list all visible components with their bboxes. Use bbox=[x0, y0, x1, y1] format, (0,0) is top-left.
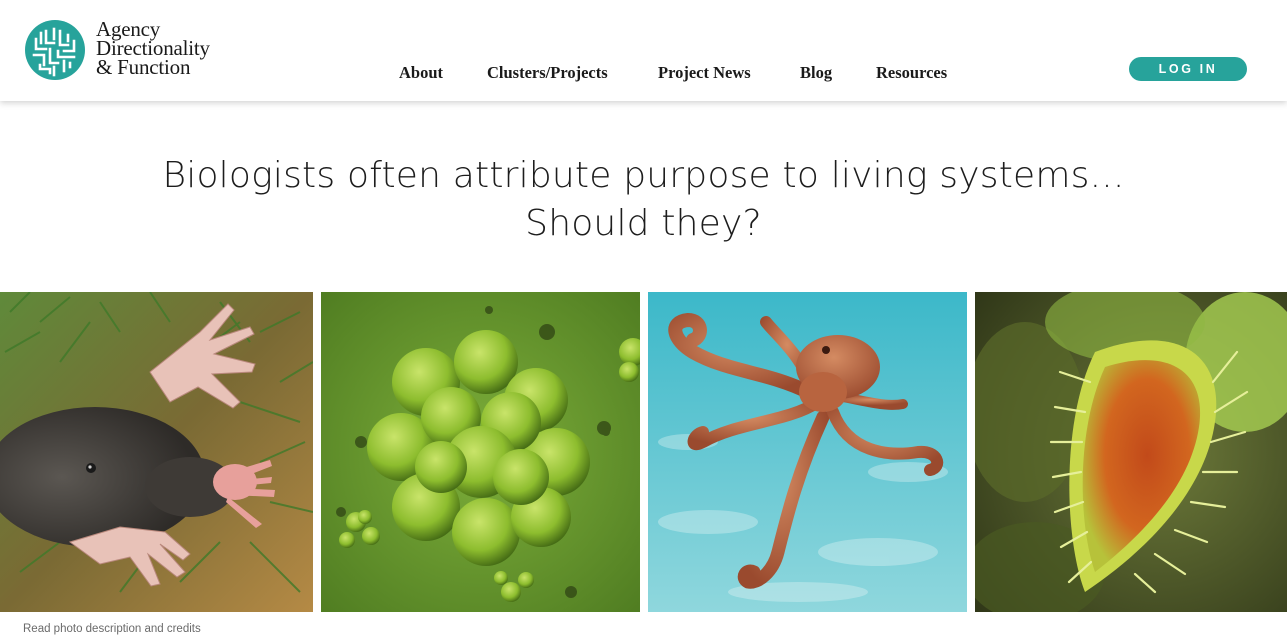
site-header: Agency Directionality & Function About C… bbox=[0, 0, 1287, 101]
hero-headline: Biologists often attribute purpose to li… bbox=[0, 152, 1287, 248]
main-nav: About Clusters/Projects Project News Blo… bbox=[0, 63, 1287, 85]
photo-venus-flytrap bbox=[975, 292, 1287, 612]
nav-resources[interactable]: Resources bbox=[876, 63, 947, 83]
photo-star-nosed-mole bbox=[0, 292, 313, 612]
nav-blog[interactable]: Blog bbox=[800, 63, 832, 83]
cell-illustration bbox=[321, 292, 640, 612]
nav-about[interactable]: About bbox=[399, 63, 443, 83]
nav-project-news[interactable]: Project News bbox=[658, 63, 751, 83]
octopus-illustration bbox=[648, 292, 967, 612]
login-button[interactable]: LOG IN bbox=[1129, 57, 1247, 81]
photo-credits-link[interactable]: Read photo description and credits bbox=[23, 623, 201, 635]
hero-line-1: Biologists often attribute purpose to li… bbox=[0, 152, 1287, 200]
flytrap-illustration bbox=[975, 292, 1287, 612]
photo-cell-cluster bbox=[321, 292, 640, 612]
photo-strip bbox=[0, 292, 1287, 612]
hero-line-2: Should they? bbox=[0, 200, 1287, 248]
nav-clusters-projects[interactable]: Clusters/Projects bbox=[487, 63, 608, 83]
mole-illustration bbox=[0, 292, 313, 612]
photo-octopus bbox=[648, 292, 967, 612]
